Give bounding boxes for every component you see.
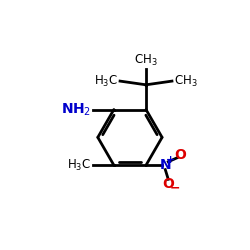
- Text: CH$_3$: CH$_3$: [174, 74, 198, 89]
- Text: N: N: [160, 158, 171, 172]
- Text: H$_3$C: H$_3$C: [94, 74, 118, 89]
- Text: O: O: [174, 148, 186, 162]
- Text: O: O: [162, 177, 174, 191]
- Text: −: −: [170, 182, 180, 195]
- Text: NH$_2$: NH$_2$: [61, 101, 91, 118]
- Text: H$_3$C: H$_3$C: [67, 158, 91, 173]
- Text: +: +: [166, 154, 175, 164]
- Text: CH$_3$: CH$_3$: [134, 53, 158, 68]
